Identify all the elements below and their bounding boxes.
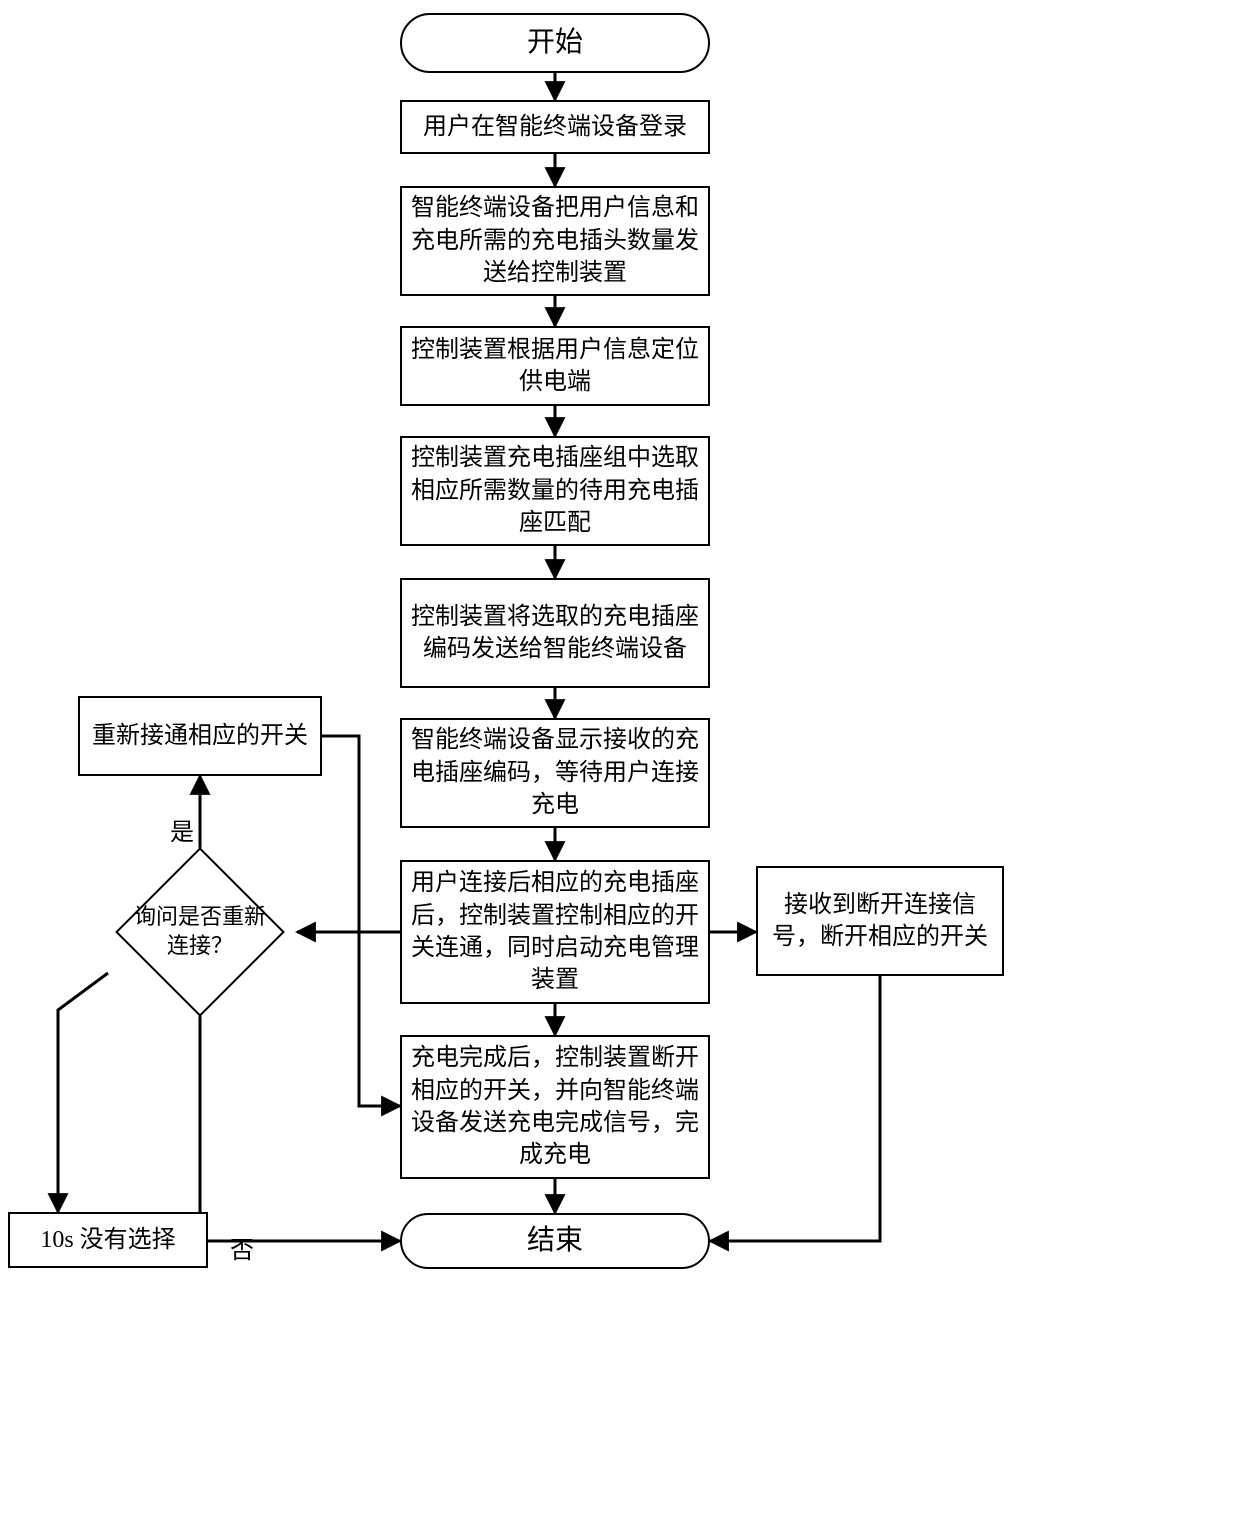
node-disconnect-label: 接收到断开连接信号，断开相应的开关 bbox=[766, 889, 994, 954]
node-locate: 控制装置根据用户信息定位供电端 bbox=[400, 326, 710, 406]
node-end: 结束 bbox=[400, 1213, 710, 1269]
node-reconnect-label: 重新接通相应的开关 bbox=[92, 720, 308, 752]
node-display: 智能终端设备显示接收的充电插座编码，等待用户连接充电 bbox=[400, 718, 710, 828]
node-send-info: 智能终端设备把用户信息和充电所需的充电插头数量发送给控制装置 bbox=[400, 186, 710, 296]
node-send-code: 控制装置将选取的充电插座编码发送给智能终端设备 bbox=[400, 578, 710, 688]
node-send-info-label: 智能终端设备把用户信息和充电所需的充电插头数量发送给控制装置 bbox=[410, 192, 700, 289]
node-select-sockets-label: 控制装置充电插座组中选取相应所需数量的待用充电插座匹配 bbox=[410, 442, 700, 539]
node-login-label: 用户在智能终端设备登录 bbox=[423, 111, 687, 143]
node-connect: 用户连接后相应的充电插座后，控制装置控制相应的开关连通，同时启动充电管理装置 bbox=[400, 860, 710, 1004]
node-start-label: 开始 bbox=[527, 24, 583, 62]
node-end-label: 结束 bbox=[527, 1222, 583, 1260]
node-send-code-label: 控制装置将选取的充电插座编码发送给智能终端设备 bbox=[410, 601, 700, 666]
node-decision-label: 询问是否重新连接？ bbox=[130, 903, 270, 960]
node-decision: 询问是否重新连接？ bbox=[103, 857, 297, 1007]
node-start: 开始 bbox=[400, 13, 710, 73]
node-no-choice-label: 10s 没有选择 bbox=[40, 1224, 175, 1256]
flowchart-canvas: 开始 用户在智能终端设备登录 智能终端设备把用户信息和充电所需的充电插头数量发送… bbox=[0, 0, 1240, 1527]
node-login: 用户在智能终端设备登录 bbox=[400, 100, 710, 154]
node-display-label: 智能终端设备显示接收的充电插座编码，等待用户连接充电 bbox=[410, 724, 700, 821]
node-disconnect: 接收到断开连接信号，断开相应的开关 bbox=[756, 866, 1004, 976]
node-select-sockets: 控制装置充电插座组中选取相应所需数量的待用充电插座匹配 bbox=[400, 436, 710, 546]
edge-label-yes: 是 bbox=[170, 812, 194, 847]
node-complete: 充电完成后，控制装置断开相应的开关，并向智能终端设备发送充电完成信号，完成充电 bbox=[400, 1035, 710, 1179]
node-connect-label: 用户连接后相应的充电插座后，控制装置控制相应的开关连通，同时启动充电管理装置 bbox=[410, 867, 700, 997]
node-locate-label: 控制装置根据用户信息定位供电端 bbox=[410, 334, 700, 399]
node-reconnect: 重新接通相应的开关 bbox=[78, 696, 322, 776]
edge-label-no: 否 bbox=[230, 1230, 254, 1265]
node-complete-label: 充电完成后，控制装置断开相应的开关，并向智能终端设备发送充电完成信号，完成充电 bbox=[410, 1042, 700, 1172]
node-no-choice: 10s 没有选择 bbox=[8, 1212, 208, 1268]
